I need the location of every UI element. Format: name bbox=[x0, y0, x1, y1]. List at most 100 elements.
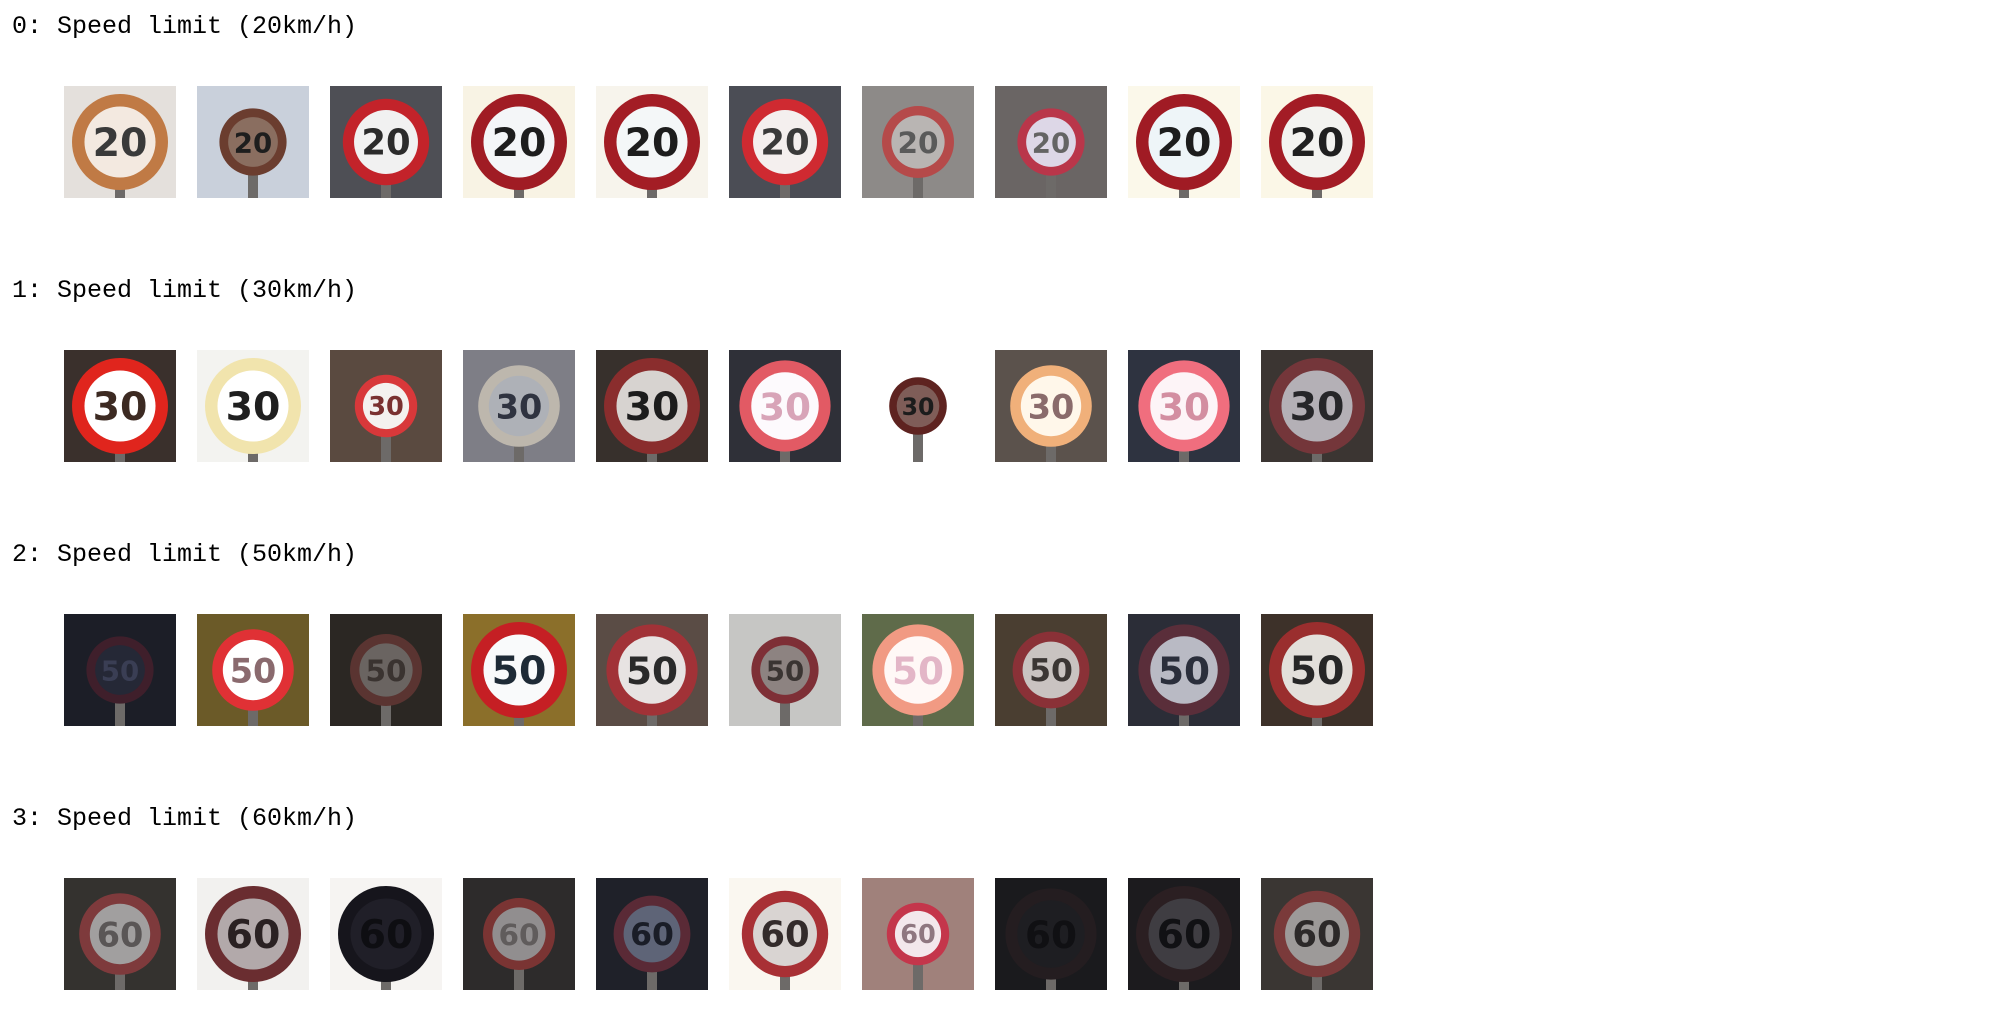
sign-face bbox=[222, 639, 284, 701]
speed-limit-sign-image: 50 bbox=[463, 614, 575, 726]
sign-thumbnail: 20 bbox=[330, 86, 442, 198]
sign-face bbox=[1148, 898, 1220, 970]
sign-face bbox=[1017, 900, 1085, 968]
sign-number: 60 bbox=[1157, 912, 1212, 958]
speed-limit-sign-image: 30 bbox=[596, 350, 708, 462]
sign-face bbox=[753, 902, 817, 966]
sign-face bbox=[217, 898, 289, 970]
sign-post bbox=[647, 958, 657, 990]
speed-limit-sign-image: 60 bbox=[197, 878, 309, 990]
speed-limit-sign-image: 50 bbox=[729, 614, 841, 726]
sign-thumbnail: 20 bbox=[862, 86, 974, 198]
sign-number: 30 bbox=[1158, 385, 1210, 429]
speed-limit-sign-image: 50 bbox=[330, 614, 442, 726]
sign-face bbox=[623, 905, 681, 963]
sign-number: 60 bbox=[1025, 913, 1077, 957]
sign-face bbox=[84, 370, 156, 442]
sign-face bbox=[217, 370, 289, 442]
speed-limit-sign-image: 30 bbox=[862, 350, 974, 462]
sign-number: 20 bbox=[234, 127, 272, 160]
sign-face bbox=[751, 372, 819, 440]
sign-face bbox=[618, 636, 686, 704]
sign-thumbnail: 30 bbox=[330, 350, 442, 462]
thumbnail-row: 50 50 50 50 50 50 50 50 50 50 bbox=[64, 614, 1394, 726]
sign-thumbnail: 50 bbox=[1261, 614, 1373, 726]
sign-number: 60 bbox=[760, 915, 809, 956]
sign-number: 30 bbox=[759, 385, 811, 429]
sign-face bbox=[616, 370, 688, 442]
sign-post bbox=[381, 694, 391, 726]
speed-limit-sign-image: 30 bbox=[1128, 350, 1240, 462]
sign-post bbox=[913, 958, 923, 990]
sign-post bbox=[248, 166, 258, 198]
speed-limit-sign-image: 60 bbox=[995, 878, 1107, 990]
class-block-1: 1: Speed limit (30km/h) 30 30 30 30 30 30 30 30… bbox=[0, 276, 1500, 496]
sign-number: 20 bbox=[1157, 120, 1212, 166]
speed-limit-sign-image: 30 bbox=[197, 350, 309, 462]
sign-number: 50 bbox=[892, 649, 944, 693]
speed-limit-sign-image: 20 bbox=[330, 86, 442, 198]
sign-number: 30 bbox=[902, 393, 935, 421]
sign-thumbnail: 50 bbox=[1128, 614, 1240, 726]
sign-post bbox=[780, 694, 790, 726]
sign-face bbox=[616, 106, 688, 178]
sign-face bbox=[1026, 117, 1076, 167]
sign-number: 50 bbox=[1158, 649, 1210, 693]
sign-face bbox=[894, 910, 942, 958]
sign-face bbox=[1150, 372, 1218, 440]
speed-limit-sign-image: 60 bbox=[330, 878, 442, 990]
sign-thumbnail: 20 bbox=[995, 86, 1107, 198]
sign-number: 60 bbox=[226, 912, 281, 958]
sign-thumbnail: 50 bbox=[330, 614, 442, 726]
thumbnail-row: 30 30 30 30 30 30 30 30 30 30 bbox=[64, 350, 1394, 462]
speed-limit-sign-image: 50 bbox=[197, 614, 309, 726]
speed-limit-sign-image: 50 bbox=[1128, 614, 1240, 726]
speed-limit-sign-image: 30 bbox=[330, 350, 442, 462]
speed-limit-sign-image: 20 bbox=[596, 86, 708, 198]
sign-number: 60 bbox=[900, 920, 936, 950]
sign-thumbnail: 60 bbox=[729, 878, 841, 990]
speed-limit-sign-image: 50 bbox=[596, 614, 708, 726]
sign-post bbox=[913, 166, 923, 198]
sign-thumbnail: 50 bbox=[596, 614, 708, 726]
speed-limit-sign-image: 60 bbox=[729, 878, 841, 990]
sign-thumbnail: 60 bbox=[1261, 878, 1373, 990]
sign-thumbnail: 50 bbox=[64, 614, 176, 726]
class-block-0: 0: Speed limit (20km/h) 20 20 20 20 20 20 20 20… bbox=[0, 12, 1500, 232]
class-block-2: 2: Speed limit (50km/h) 50 50 50 50 50 50 50 50… bbox=[0, 540, 1500, 760]
speed-limit-sign-image: 20 bbox=[197, 86, 309, 198]
sign-face bbox=[760, 645, 810, 695]
sign-number: 50 bbox=[492, 648, 547, 694]
sign-face bbox=[1150, 636, 1218, 704]
sign-thumbnail: 50 bbox=[862, 614, 974, 726]
sign-thumbnail: 60 bbox=[1128, 878, 1240, 990]
sign-number: 30 bbox=[1290, 384, 1345, 430]
speed-limit-sign-image: 50 bbox=[1261, 614, 1373, 726]
sign-face bbox=[488, 375, 550, 437]
sign-number: 50 bbox=[1029, 653, 1073, 689]
speed-limit-sign-image: 30 bbox=[729, 350, 841, 462]
sign-number: 50 bbox=[766, 655, 804, 688]
sign-thumbnail: 30 bbox=[64, 350, 176, 462]
sign-face bbox=[89, 903, 151, 965]
sign-number: 60 bbox=[630, 917, 674, 953]
speed-limit-sign-image: 30 bbox=[995, 350, 1107, 462]
sign-number: 50 bbox=[626, 649, 678, 693]
speed-limit-sign-image: 30 bbox=[64, 350, 176, 462]
sign-face bbox=[1281, 370, 1353, 442]
speed-limit-sign-image: 60 bbox=[862, 878, 974, 990]
sign-thumbnail: 50 bbox=[197, 614, 309, 726]
sign-thumbnail: 30 bbox=[995, 350, 1107, 462]
sign-number: 20 bbox=[625, 120, 680, 166]
sign-thumbnail: 20 bbox=[463, 86, 575, 198]
sign-thumbnail: 30 bbox=[862, 350, 974, 462]
sign-face bbox=[492, 907, 546, 961]
sign-post bbox=[514, 958, 524, 990]
sign-number: 30 bbox=[368, 392, 404, 422]
sign-thumbnail: 20 bbox=[197, 86, 309, 198]
speed-limit-sign-image: 30 bbox=[1261, 350, 1373, 462]
sign-number: 60 bbox=[97, 916, 144, 955]
sign-thumbnail: 60 bbox=[64, 878, 176, 990]
sign-thumbnail: 50 bbox=[463, 614, 575, 726]
sign-thumbnail: 60 bbox=[995, 878, 1107, 990]
